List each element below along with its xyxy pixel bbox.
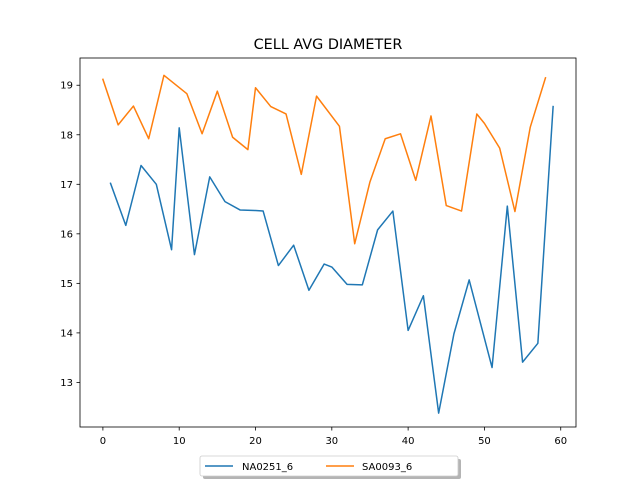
y-tick-label: 13 (60, 378, 73, 389)
plot-area: 0 10 20 30 40 50 60 13 14 15 16 17 18 19 (60, 57, 577, 447)
x-tick-label: 10 (173, 436, 186, 447)
x-tick-label: 20 (249, 436, 262, 447)
x-tick-label: 30 (325, 436, 338, 447)
x-tick-label: 50 (478, 436, 491, 447)
y-tick-label: 14 (60, 328, 73, 339)
series-line-1 (101, 74, 547, 245)
legend-label-0: NA0251_6 (242, 462, 293, 473)
y-tick-label: 16 (60, 229, 73, 240)
chart-title: CELL AVG DIAMETER (254, 37, 403, 53)
legend: NA0251_6 SA0093_6 (199, 455, 461, 479)
y-tick-label: 15 (60, 279, 73, 290)
y-tick-label: 17 (60, 180, 73, 191)
x-tick-label: 40 (402, 436, 415, 447)
y-tick-label: 19 (60, 81, 73, 92)
axes-frame (79, 57, 577, 428)
y-tick-label: 18 (60, 130, 73, 141)
x-tick-label: 60 (554, 436, 567, 447)
legend-label-1: SA0093_6 (362, 462, 412, 473)
series-line-0 (109, 105, 554, 414)
x-tick-label: 0 (100, 436, 106, 447)
